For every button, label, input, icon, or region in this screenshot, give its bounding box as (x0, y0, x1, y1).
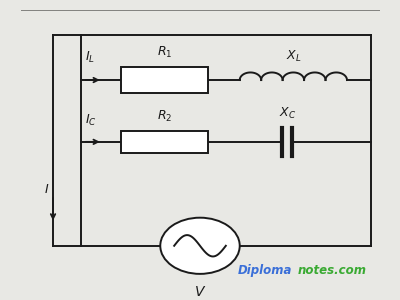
Text: $X_C$: $X_C$ (279, 106, 296, 121)
Circle shape (160, 218, 240, 274)
Bar (120, 130, 208, 153)
Text: $V$: $V$ (194, 285, 206, 299)
Bar (120, 68, 208, 93)
Text: $X_L$: $X_L$ (286, 49, 301, 64)
Text: $R_1$: $R_1$ (156, 45, 172, 60)
Text: $I_C$: $I_C$ (85, 113, 96, 128)
Text: notes.com: notes.com (297, 264, 366, 277)
Text: $I$: $I$ (44, 183, 49, 196)
Text: Diploma: Diploma (238, 264, 292, 277)
Text: $R_2$: $R_2$ (157, 109, 172, 124)
Text: $I_L$: $I_L$ (85, 50, 95, 64)
